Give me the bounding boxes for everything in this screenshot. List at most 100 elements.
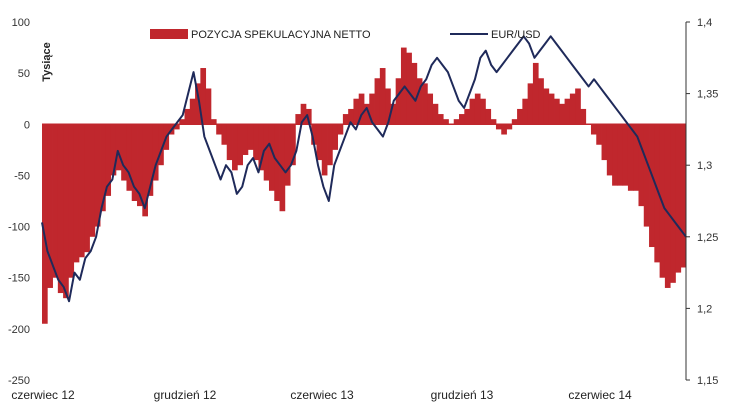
x-tick-label: czerwiec 13 [290, 388, 354, 402]
bar [221, 124, 228, 145]
bar [68, 124, 75, 278]
bar [258, 124, 265, 171]
right-tick-label: 1,3 [697, 160, 712, 172]
bar [548, 93, 555, 125]
bar [675, 124, 682, 273]
bar [247, 124, 254, 150]
bar [379, 68, 386, 125]
right-axis-ticks: 1,4 1,35 1,3 1,25 1,2 1,15 [686, 17, 718, 387]
bar [569, 93, 576, 125]
bar [237, 124, 243, 166]
bar [195, 83, 201, 125]
bar [453, 119, 460, 125]
x-tick-label: grudzień 12 [154, 388, 217, 402]
bar [63, 124, 69, 299]
bar [654, 124, 661, 263]
bar [464, 108, 470, 125]
bar [427, 93, 434, 125]
bar [596, 124, 602, 145]
bar [89, 124, 96, 237]
bar [84, 124, 90, 253]
bar [232, 124, 238, 171]
x-tick-label: czerwiec 14 [568, 388, 632, 402]
bar [47, 124, 53, 288]
bar [284, 124, 291, 186]
bar [321, 124, 328, 176]
bar [147, 124, 154, 196]
bar [210, 119, 217, 125]
bar [664, 124, 671, 288]
bar [538, 78, 544, 125]
bar [627, 124, 634, 191]
bar [290, 124, 296, 166]
bar [622, 124, 629, 186]
left-tick-label: 100 [12, 17, 30, 29]
bar [406, 52, 412, 125]
bar [358, 93, 365, 125]
bar [385, 88, 391, 125]
left-axis-ticks: 100 50 0 -50 -100 -150 -200 -250 [8, 17, 30, 387]
bar [575, 88, 581, 125]
bar [205, 88, 212, 125]
bar [73, 124, 80, 263]
bar [416, 78, 423, 125]
x-axis-ticks: czerwiec 12 grudzień 12 czerwiec 13 grudzie… [11, 388, 632, 402]
bar [268, 124, 275, 191]
left-tick-label: -150 [8, 273, 30, 285]
bar [332, 124, 339, 150]
bar [316, 124, 323, 161]
bar [501, 124, 507, 135]
bar [649, 124, 655, 248]
bar [337, 124, 344, 135]
bar [105, 124, 112, 196]
left-tick-label: -50 [14, 170, 30, 182]
legend-line-label: EUR/USD [491, 29, 541, 41]
bar [57, 124, 64, 294]
bar [437, 114, 444, 125]
left-tick-label: 0 [24, 119, 30, 131]
bar [353, 98, 360, 125]
bar [643, 124, 650, 227]
bar [226, 124, 233, 161]
bar [173, 124, 180, 130]
bar [94, 124, 101, 227]
bar [559, 103, 565, 125]
bar [189, 98, 196, 125]
right-tick-label: 1,25 [697, 232, 718, 244]
bar [580, 108, 587, 125]
bar [295, 114, 302, 125]
legend: POZYCJA SPEKULACYJNA NETTO EUR/USD [150, 29, 541, 41]
bar [680, 124, 687, 268]
bar [158, 124, 164, 166]
bar [348, 108, 354, 125]
bar [459, 114, 465, 125]
bar [517, 108, 523, 125]
bar [511, 119, 518, 125]
bar [142, 124, 148, 217]
bar [422, 83, 428, 125]
bar [78, 124, 85, 258]
bar [369, 93, 375, 125]
bar [522, 98, 529, 125]
left-tick-label: -250 [8, 375, 30, 387]
legend-bar-swatch [150, 29, 188, 39]
bar [131, 124, 138, 201]
bar [126, 124, 133, 191]
left-tick-label: 50 [18, 68, 30, 80]
bar [305, 108, 312, 125]
bar [670, 124, 676, 283]
left-tick-label: -100 [8, 222, 30, 234]
left-axis-title: Tysiące [41, 42, 53, 82]
bar [311, 124, 317, 145]
bar [495, 124, 502, 130]
bar [543, 88, 550, 125]
bar [395, 78, 402, 125]
bar [342, 114, 349, 125]
bar [601, 124, 608, 161]
bar [216, 124, 222, 135]
eur-usd-line [41, 35, 687, 303]
bar [300, 103, 307, 125]
bar [253, 124, 259, 161]
bars-series [42, 47, 687, 324]
